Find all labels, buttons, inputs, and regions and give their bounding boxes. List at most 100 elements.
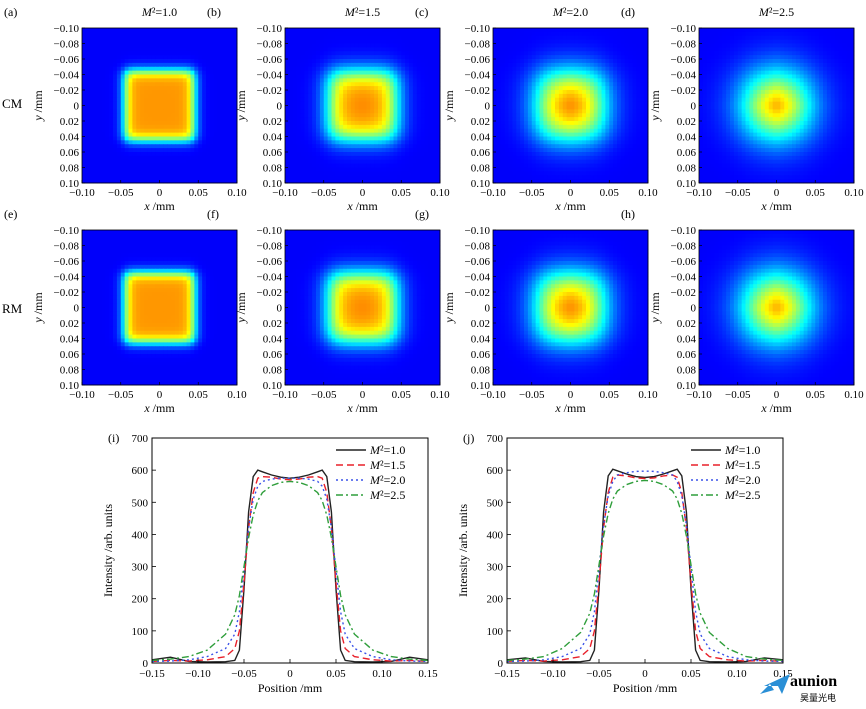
y-tick-label: −0.08	[54, 241, 80, 253]
y-axis-label: y /mm	[648, 90, 662, 122]
x-axis-label: x /mm	[143, 199, 175, 213]
y-tick-label: 700	[132, 433, 149, 445]
beam-intensity-field	[82, 230, 238, 386]
y-tick-label: −0.06	[257, 256, 283, 268]
y-tick-label: 200	[132, 594, 149, 606]
heatmap-panel-d: (d) M²=2.5 −0.10 −0.08 −0.06 −0.04 −0.02 0 0.02 0…	[621, 5, 864, 213]
x-tick-label: 0.10	[430, 389, 450, 401]
y-tick-label: 0	[691, 303, 697, 315]
x-tick-label: −0.05	[108, 389, 134, 401]
y-tick-label: 0.02	[471, 116, 490, 128]
x-tick-label: 0	[568, 389, 574, 401]
y-tick-label: 0.06	[677, 349, 697, 361]
y-tick-label: −0.06	[54, 54, 80, 66]
legend-label: M²=1.0	[724, 443, 760, 457]
x-tick-label: −0.05	[519, 187, 545, 199]
y-tick-label: −0.06	[465, 54, 491, 66]
y-tick-label: 0.02	[471, 318, 490, 330]
y-tick-label: 0.02	[263, 318, 282, 330]
y-tick-label: −0.06	[671, 54, 697, 66]
x-tick-label: 0	[568, 187, 574, 199]
x-tick-label: −0.15	[139, 668, 165, 680]
x-tick-label: −0.10	[540, 668, 566, 680]
x-tick-label: −0.10	[69, 389, 95, 401]
x-tick-label: −0.10	[272, 389, 298, 401]
y-tick-label: −0.02	[54, 287, 79, 299]
x-axis-label: x /mm	[760, 401, 792, 415]
heatmap-panel-c: (c) M²=2.0 −0.10 −0.08 −0.06 −0.04 −0.02 0 0.02 0…	[415, 5, 658, 213]
x-tick-label: 0	[360, 187, 366, 199]
x-axis-label: x /mm	[143, 401, 175, 415]
y-tick-label: −0.08	[465, 241, 491, 253]
legend-label: M²=1.5	[724, 458, 760, 472]
y-tick-label: −0.08	[465, 39, 491, 51]
panel-label: (c)	[415, 5, 428, 19]
row-label-cm: CM	[2, 96, 23, 111]
y-tick-label: 0.02	[677, 116, 696, 128]
y-tick-label: 0	[74, 101, 80, 113]
panel-label: (i)	[108, 431, 119, 445]
x-tick-label: 0.05	[600, 389, 620, 401]
y-tick-label: −0.02	[54, 85, 79, 97]
x-tick-label: 0.05	[392, 389, 412, 401]
y-tick-label: 0.04	[263, 132, 283, 144]
y-tick-label: −0.04	[671, 272, 697, 284]
x-tick-label: 0.10	[844, 389, 864, 401]
beam-intensity-field	[493, 230, 649, 386]
series-line-4	[151, 480, 429, 662]
y-axis-label: y /mm	[234, 90, 248, 122]
y-tick-label: 0.04	[60, 334, 80, 346]
x-tick-label: −0.10	[686, 187, 712, 199]
y-tick-label: −0.02	[671, 85, 696, 97]
y-tick-label: 0.06	[471, 147, 491, 159]
profile-chart-i: (i) 0 100 200 300 400 500 600 700 −0.15 −0.10 −0.05…	[101, 431, 438, 695]
y-tick-label: −0.06	[257, 54, 283, 66]
y-tick-label: −0.02	[465, 287, 490, 299]
heatmap-panel-h: (h) −0.10 −0.08 −0.06 −0.04 −0.02 0 0.02 0.04 0.0…	[621, 207, 864, 415]
y-tick-label: 0.10	[60, 380, 80, 392]
y-tick-label: 700	[487, 433, 504, 445]
y-tick-label: 500	[132, 497, 149, 509]
y-tick-label: −0.02	[465, 85, 490, 97]
legend-label: M²=2.5	[724, 488, 760, 502]
panel-label: (j)	[463, 431, 474, 445]
y-tick-label: −0.08	[671, 241, 697, 253]
x-tick-label: 0.05	[600, 187, 620, 199]
x-tick-label: 0.10	[227, 389, 247, 401]
series-line-3	[151, 477, 429, 663]
y-tick-label: 0	[74, 303, 80, 315]
legend-label: M²=1.5	[369, 458, 405, 472]
watermark-sub: 昊量光电	[800, 692, 836, 703]
plane-logo-icon	[760, 674, 790, 694]
x-tick-label: 0.05	[806, 389, 826, 401]
x-tick-label: 0.05	[189, 187, 209, 199]
y-tick-label: 0.04	[677, 132, 697, 144]
x-tick-label: 0.10	[727, 668, 747, 680]
y-tick-label: 0.10	[677, 380, 697, 392]
y-axis-label: y /mm	[234, 292, 248, 324]
x-tick-label: −0.05	[519, 389, 545, 401]
series-line-2	[151, 475, 429, 663]
y-tick-label: 0	[277, 303, 283, 315]
x-tick-label: 0.10	[844, 187, 864, 199]
x-tick-label: 0	[774, 389, 780, 401]
x-tick-label: −0.10	[185, 668, 211, 680]
x-tick-label: 0.15	[418, 668, 438, 680]
x-tick-label: −0.05	[231, 668, 257, 680]
y-tick-label: 0	[485, 101, 491, 113]
heatmap-panel-e: (e) −0.10 −0.08 −0.06 −0.04 −0.02 0 0.02 0.04 0.0…	[4, 207, 247, 415]
panel-label: (h)	[621, 207, 635, 221]
panel-title: M²=2.5	[758, 5, 794, 19]
y-tick-label: 100	[132, 626, 149, 638]
y-tick-label: −0.06	[671, 256, 697, 268]
x-axis-label: x /mm	[346, 199, 378, 213]
x-tick-label: −0.10	[272, 187, 298, 199]
x-tick-label: 0	[774, 187, 780, 199]
y-tick-label: 0.02	[677, 318, 696, 330]
x-tick-label: 0.05	[392, 187, 412, 199]
x-axis-label: x /mm	[346, 401, 378, 415]
y-tick-label: −0.04	[54, 272, 80, 284]
y-tick-label: 0.10	[677, 178, 697, 190]
y-tick-label: 0.04	[471, 132, 491, 144]
